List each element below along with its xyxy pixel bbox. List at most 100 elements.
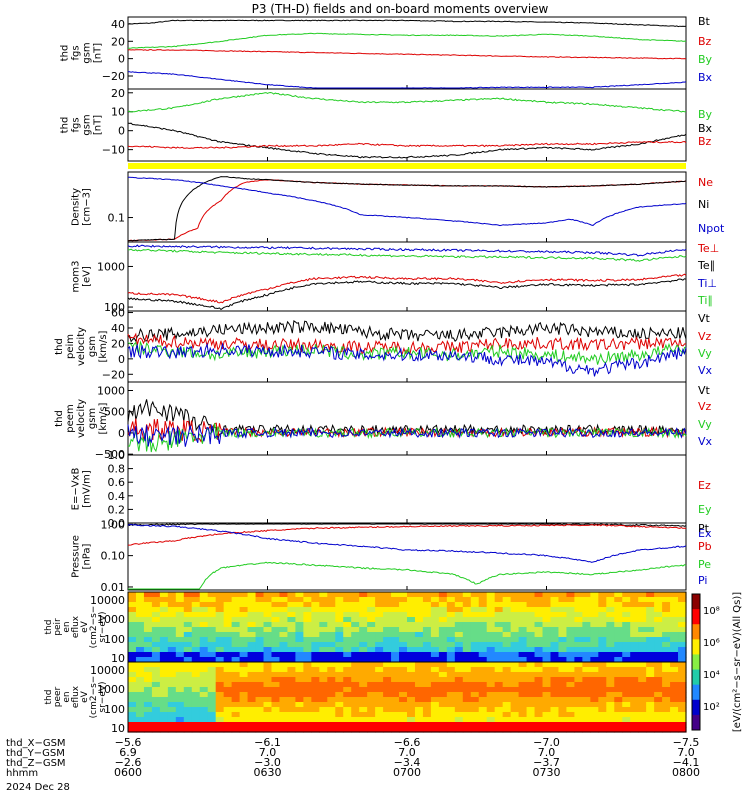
y-axis-label: thd <box>54 410 65 427</box>
spectrogram-cell <box>399 632 408 638</box>
spectrogram-cell <box>191 637 201 643</box>
spectrogram-cell <box>638 617 647 623</box>
y-axis-label: velocity <box>76 399 87 438</box>
spectrogram-cell <box>614 612 623 618</box>
spectrogram-cell <box>526 627 536 633</box>
spectrogram-cell <box>622 627 631 633</box>
spectrogram-cell <box>327 602 336 608</box>
spectrogram-cell <box>231 637 241 643</box>
spectrogram-cell <box>263 662 273 668</box>
spectrogram-cell <box>239 707 249 713</box>
spectrogram-cell <box>239 637 249 643</box>
spectrogram-cell <box>654 597 663 603</box>
spectrogram-cell <box>486 712 496 718</box>
spectrogram-cell <box>231 632 241 638</box>
spectrogram-cell <box>438 647 448 653</box>
spectrogram-cell <box>255 692 265 698</box>
spectrogram-cell <box>279 602 289 608</box>
y-axis-label: [nT] <box>93 115 104 135</box>
spectrogram-cell <box>367 597 376 603</box>
series-Bz <box>127 49 687 60</box>
spectrogram-cell <box>407 717 416 723</box>
spectrogram-cell <box>566 672 575 678</box>
spectrogram-cell <box>638 647 647 653</box>
spectrogram-cell <box>367 692 376 698</box>
spectrogram-cell <box>454 627 464 633</box>
spectrogram-cell <box>407 697 416 703</box>
spectrogram-cell <box>526 667 536 673</box>
spectrogram-cell <box>414 717 424 723</box>
spectrogram-cell <box>159 592 169 598</box>
spectrogram-cell <box>271 622 281 628</box>
spectrogram-cell <box>335 647 344 653</box>
spectrogram-cell <box>470 602 480 608</box>
spectrogram-cell <box>183 722 193 728</box>
spectrogram-cell <box>646 707 655 713</box>
spectrogram-cell <box>359 712 368 718</box>
spectrogram-cell <box>263 672 273 678</box>
spectrogram-cell <box>128 697 137 703</box>
spectrogram-cell <box>454 662 464 668</box>
spectrogram-cell <box>622 617 631 623</box>
spectrogram-cell <box>558 662 568 668</box>
spectrogram-cell <box>486 707 496 713</box>
spectrogram-cell <box>207 717 217 723</box>
spectrogram-cell <box>486 662 496 668</box>
spectrogram-cell <box>279 677 289 683</box>
spectrogram-cell <box>574 627 583 633</box>
spectrogram-cell <box>391 662 400 668</box>
spectrogram-cell <box>454 712 464 718</box>
spectrogram-cell <box>151 712 161 718</box>
spectrogram-cell <box>319 727 328 733</box>
spectrogram-cell <box>454 602 464 608</box>
spectrogram-cell <box>383 662 392 668</box>
spectrogram-cell <box>558 687 568 693</box>
spectrogram-cell <box>255 697 265 703</box>
spectrogram-cell <box>255 607 265 613</box>
spectrogram-cell <box>343 712 352 718</box>
spectrogram-cell <box>614 592 623 598</box>
spectrogram-cell <box>510 712 520 718</box>
spectrogram-cell <box>407 607 416 613</box>
spectrogram-cell <box>662 697 671 703</box>
spectrogram-cell <box>215 717 225 723</box>
spectrogram-cell <box>542 677 552 683</box>
spectrogram-cell <box>566 592 575 598</box>
panel-frame <box>127 310 687 383</box>
spectrogram-cell <box>550 622 560 628</box>
spectrogram-cell <box>470 667 480 673</box>
spectrogram-cell <box>646 672 655 678</box>
spectrogram-cell <box>518 722 528 728</box>
legend-Pt: Pt <box>698 522 710 535</box>
spectrogram-cell <box>558 727 568 733</box>
spectrogram-cell <box>654 692 663 698</box>
series-Pb <box>128 523 687 546</box>
spectrogram-cell <box>478 607 488 613</box>
spectrogram-cell <box>255 707 265 713</box>
spectrogram-cell <box>550 722 560 728</box>
spectrogram-cell <box>646 607 655 613</box>
spectrogram-cell <box>359 667 368 673</box>
spectrogram-cell <box>311 607 320 613</box>
spectrogram-cell <box>399 697 408 703</box>
spectrogram-cell <box>590 642 599 648</box>
spectrogram-cell <box>279 612 289 618</box>
spectrogram-cell <box>255 677 265 683</box>
spectrogram-cell <box>678 707 687 713</box>
x-row-value: −3.4 <box>394 756 421 769</box>
spectrogram-cell <box>351 627 360 633</box>
spectrogram-cell <box>207 602 217 608</box>
spectrogram-cell <box>327 727 336 733</box>
spectrogram-cell <box>590 717 599 723</box>
spectrogram-cell <box>646 677 655 683</box>
spectrogram-cell <box>574 712 583 718</box>
spectrogram-cell <box>391 667 400 673</box>
spectrogram-cell <box>678 632 687 638</box>
spectrogram-cell <box>327 722 336 728</box>
colorbar-tick-label: 10⁴ <box>703 670 720 681</box>
spectrogram-cell <box>151 597 161 603</box>
spectrogram-cell <box>135 717 145 723</box>
spectrogram-cell <box>630 722 639 728</box>
spectrogram-cell <box>319 692 328 698</box>
spectrogram-cell <box>654 652 663 658</box>
